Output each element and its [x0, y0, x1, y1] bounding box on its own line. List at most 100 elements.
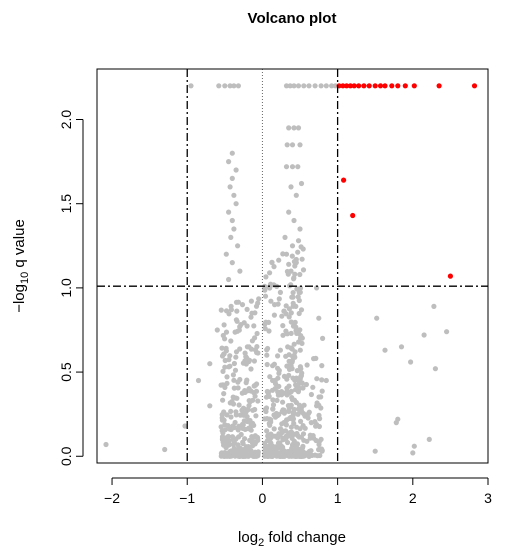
data-point-not-significant [231, 385, 237, 391]
data-point-not-significant [286, 261, 292, 267]
y-axis-label-suffix: q value [11, 219, 28, 272]
data-point-not-significant [242, 350, 248, 356]
data-point-not-significant [207, 403, 213, 409]
data-point-not-significant [268, 440, 274, 446]
data-point-not-significant [229, 217, 235, 224]
data-point-not-significant [303, 381, 309, 388]
data-point-not-significant [248, 427, 254, 433]
data-point-not-significant [269, 446, 275, 452]
data-point-not-significant [289, 243, 296, 249]
data-point-not-significant [226, 364, 232, 370]
data-point-significant [372, 83, 378, 89]
data-point-not-significant [239, 302, 246, 308]
data-point-not-significant [288, 310, 294, 316]
data-point-not-significant [411, 443, 417, 449]
data-point-not-significant [288, 184, 294, 190]
data-point-not-significant [293, 387, 299, 393]
data-point-not-significant [255, 300, 261, 306]
data-point-not-significant [233, 167, 239, 173]
data-point-not-significant [289, 164, 296, 170]
data-point-not-significant [240, 360, 246, 366]
data-point-not-significant [227, 83, 233, 89]
data-point-significant [389, 83, 395, 89]
data-point-not-significant [256, 296, 262, 302]
data-point-not-significant [263, 319, 269, 325]
data-point-not-significant [262, 293, 269, 299]
data-point-not-significant [301, 437, 307, 443]
data-point-not-significant [312, 452, 318, 458]
data-point-not-significant [289, 142, 296, 148]
data-point-not-significant [251, 323, 257, 329]
data-point-not-significant [319, 363, 325, 369]
data-point-not-significant [289, 346, 295, 352]
data-point-not-significant [291, 276, 297, 282]
data-point-not-significant [286, 209, 292, 215]
data-point-not-significant [285, 439, 291, 446]
data-point-not-significant [251, 358, 257, 364]
data-point-not-significant [284, 142, 290, 148]
data-point-significant [377, 83, 384, 89]
data-point-not-significant [255, 350, 261, 356]
data-point-not-significant [272, 381, 279, 387]
data-point-not-significant [242, 436, 248, 442]
data-point-not-significant [252, 310, 258, 316]
data-point-not-significant [289, 294, 295, 300]
data-point-not-significant [266, 393, 272, 399]
data-point-not-significant [426, 436, 432, 442]
data-point-not-significant [270, 406, 276, 412]
data-point-not-significant [283, 303, 289, 309]
data-point-not-significant [231, 377, 237, 383]
data-point-not-significant [310, 384, 316, 390]
data-point-not-significant [277, 390, 284, 396]
data-point-not-significant [253, 388, 260, 394]
data-point-not-significant [218, 307, 224, 313]
data-point-not-significant [279, 408, 285, 415]
data-point-not-significant [306, 83, 312, 89]
data-point-not-significant [296, 402, 303, 408]
data-point-not-significant [248, 314, 254, 320]
data-point-significant [411, 83, 417, 89]
data-point-not-significant [220, 397, 226, 403]
data-point-not-significant [282, 234, 288, 240]
data-point-not-significant [267, 433, 274, 439]
data-point-not-significant [253, 413, 259, 419]
data-point-not-significant [242, 410, 248, 416]
data-point-not-significant [297, 271, 303, 278]
data-point-not-significant [277, 289, 283, 295]
data-point-not-significant [299, 380, 305, 386]
data-point-not-significant [269, 387, 276, 393]
data-point-not-significant [289, 395, 295, 401]
data-point-not-significant [226, 451, 232, 457]
data-point-not-significant [262, 416, 268, 422]
data-point-not-significant [233, 412, 239, 418]
data-point-not-significant [231, 360, 237, 367]
data-point-significant [436, 83, 442, 89]
data-point-not-significant [280, 332, 286, 338]
data-point-not-significant [305, 411, 311, 417]
data-point-not-significant [311, 356, 317, 362]
data-point-not-significant [262, 326, 268, 332]
data-point-not-significant [270, 363, 276, 369]
data-point-not-significant [222, 384, 228, 390]
data-point-not-significant [246, 403, 252, 409]
data-point-not-significant [248, 366, 254, 372]
data-points-layer [103, 83, 478, 459]
data-point-not-significant [219, 428, 225, 434]
data-point-not-significant [300, 267, 307, 273]
data-point-not-significant [270, 453, 276, 459]
data-point-not-significant [237, 268, 243, 274]
data-point-not-significant [276, 370, 282, 376]
data-point-not-significant [285, 344, 291, 350]
y-tick-label: 1.5 [58, 194, 74, 214]
data-point-not-significant [288, 363, 294, 369]
data-point-not-significant [292, 354, 298, 360]
data-point-not-significant [290, 300, 296, 306]
data-point-not-significant [308, 448, 314, 454]
data-point-not-significant [188, 83, 194, 89]
data-point-not-significant [237, 376, 243, 383]
data-point-not-significant [233, 395, 239, 401]
data-point-not-significant [281, 435, 287, 441]
data-point-not-significant [323, 377, 329, 384]
